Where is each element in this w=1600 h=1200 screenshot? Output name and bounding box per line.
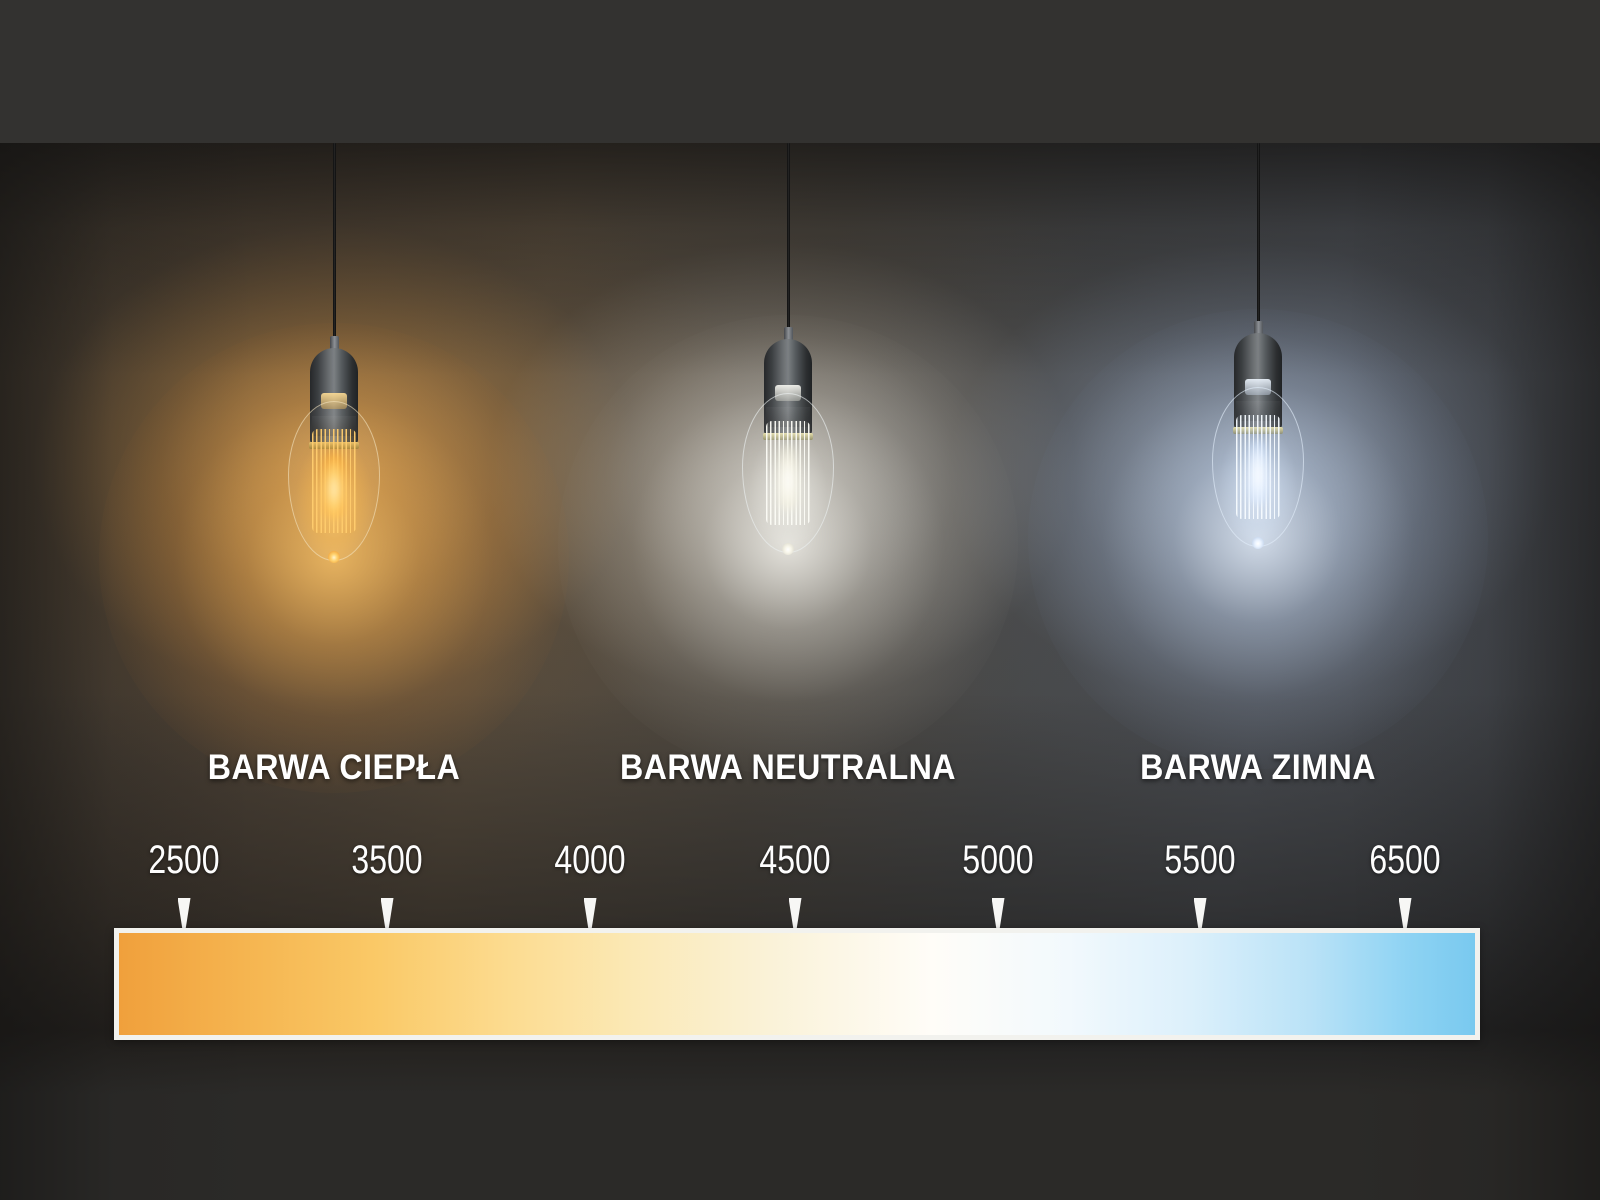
neutral-bulb xyxy=(558,143,1018,775)
scale-value-label: 5500 xyxy=(1164,838,1236,882)
bulb-filament-core-glow xyxy=(1247,439,1269,505)
cord-collar xyxy=(329,336,339,350)
color-temperature-gradient-bar xyxy=(119,933,1475,1035)
lamp-cord xyxy=(1256,143,1260,341)
bulb-base-tip xyxy=(782,543,794,555)
header-band xyxy=(0,0,1600,143)
warm-bulb xyxy=(99,143,569,793)
category-label: BARWA ZIMNA xyxy=(1140,748,1376,787)
scale-value-label: 4000 xyxy=(554,838,626,882)
bulb-filament-core-glow xyxy=(777,445,799,511)
bulb-base-tip xyxy=(328,551,340,563)
lamp-cord xyxy=(786,143,790,347)
bulb-filament-core-glow xyxy=(323,453,345,519)
cool-bulb xyxy=(1028,143,1488,769)
scale-value-label: 4500 xyxy=(759,838,831,882)
scale-value-label: 6500 xyxy=(1369,838,1441,882)
bulb-base-tip xyxy=(1252,537,1264,549)
scale-value-label: 5000 xyxy=(962,838,1034,882)
cord-collar xyxy=(1253,321,1263,335)
lamp-cord xyxy=(332,143,336,357)
color-temperature-bar-frame xyxy=(114,928,1480,1040)
scale-value-label: 3500 xyxy=(351,838,423,882)
scale-value-label: 2500 xyxy=(148,838,220,882)
cord-collar xyxy=(783,327,793,341)
